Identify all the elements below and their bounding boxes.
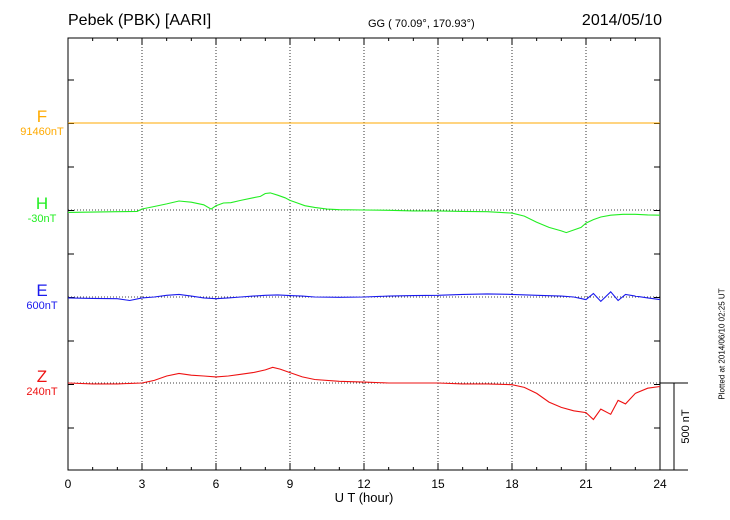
channel-label-f: F 91460nT: [10, 108, 74, 139]
x-tick-label: 3: [139, 477, 146, 491]
x-tick-label: 21: [579, 477, 593, 491]
channel-name: H: [35, 194, 49, 213]
trace-group: [67, 122, 661, 421]
scale-bar-label: 500 nT: [680, 409, 692, 444]
channel-baseline: 240nT: [26, 386, 58, 398]
series-line-z: [67, 366, 661, 421]
x-tick-label: 0: [65, 477, 72, 491]
x-tick-label: 9: [287, 477, 294, 491]
channel-label-z: Z 240nT: [10, 368, 74, 399]
channel-name: Z: [36, 367, 48, 386]
channel-name: F: [36, 107, 48, 126]
grid-lines: [68, 38, 660, 470]
channel-baseline: -30nT: [27, 213, 57, 225]
x-axis-label: U T (hour): [335, 490, 394, 505]
axis-ticks: 0 3 6 9 12 15 18 21 24: [65, 38, 667, 491]
channel-baseline: 91460nT: [20, 126, 64, 138]
channel-label-e: E 600nT: [10, 282, 74, 313]
scale-bar: 500 nT: [660, 382, 692, 471]
x-tick-label: 24: [653, 477, 667, 491]
station-coordinates: GG ( 70.09°, 170.93°): [368, 18, 475, 30]
station-title: Pebek (PBK) [AARI]: [68, 12, 212, 29]
x-tick-label: 15: [431, 477, 445, 491]
series-line-e: [67, 290, 661, 303]
chart-date: 2014/05/10: [581, 12, 662, 29]
x-tick-label: 12: [357, 477, 371, 491]
series-line-h: [67, 192, 661, 234]
plotted-timestamp: Plotted at 2014/06/10 02:25 UT: [717, 288, 727, 400]
channel-name: E: [36, 281, 48, 300]
x-tick-label: 18: [505, 477, 519, 491]
channel-label-h: H -30nT: [10, 195, 74, 226]
x-tick-label: 6: [213, 477, 220, 491]
channel-baseline: 600nT: [26, 300, 58, 312]
